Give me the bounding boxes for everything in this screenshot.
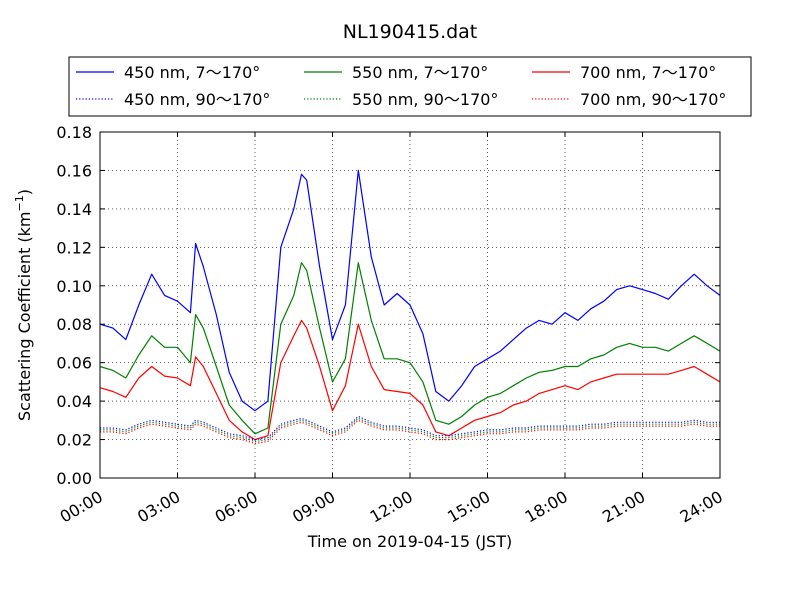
y-tick-label: 0.18: [56, 123, 92, 142]
y-tick-label: 0.08: [56, 315, 92, 334]
legend-label: 550 nm, 90～170°: [352, 90, 498, 109]
y-axis-label-exponent: −1: [13, 195, 26, 211]
series-line-4: [100, 417, 720, 443]
y-axis-label-main: Scattering Coefficient (km: [15, 211, 34, 421]
x-tick-label: 09:00: [289, 487, 338, 527]
y-axis-label: Scattering Coefficient (km−1): [13, 189, 34, 421]
chart-title: NL190415.dat: [343, 21, 478, 43]
x-axis-label: Time on 2019-04-15 (JST): [307, 532, 512, 551]
legend-label: 550 nm, 7～170°: [352, 63, 488, 82]
series-line-2: [99, 319, 721, 441]
y-tick-label: 0.00: [56, 469, 92, 488]
x-tick-label: 12:00: [367, 487, 416, 527]
x-tick-label: 03:00: [134, 487, 183, 527]
series-line-3: [100, 415, 720, 441]
y-tick-label: 0.06: [56, 354, 92, 373]
x-tick-label: 21:00: [599, 487, 648, 527]
y-tick-label: 0.04: [56, 392, 92, 411]
y-tick-label: 0.02: [56, 431, 92, 450]
legend-label: 450 nm, 7～170°: [124, 63, 260, 82]
x-tick-label: 15:00: [444, 487, 493, 527]
series-line-5: [100, 419, 720, 444]
x-tick-label: 06:00: [212, 487, 261, 527]
x-tick-label: 18:00: [522, 487, 571, 527]
legend-label: 450 nm, 90～170°: [124, 90, 270, 109]
series-line-1: [99, 262, 721, 435]
y-axis-label-close: ): [15, 189, 34, 195]
legend-label: 700 nm, 90～170°: [580, 90, 726, 109]
legend-label: 700 nm, 7～170°: [580, 63, 716, 82]
y-tick-label: 0.14: [56, 200, 92, 219]
legend-box: [68, 56, 752, 117]
plot-series: [99, 169, 721, 444]
x-tick-label: 24:00: [677, 487, 726, 527]
x-tick-label: 00:00: [57, 487, 106, 527]
series-line-0: [99, 169, 721, 412]
y-tick-label: 0.12: [56, 238, 92, 257]
axis-ticks: 00:00 03:00 06:00 09:00 12:00 15:00 18:00 21:00…: [56, 123, 726, 527]
y-tick-label: 0.10: [56, 277, 92, 296]
y-tick-label: 0.16: [56, 161, 92, 180]
legend: 450 nm, 7～170° 550 nm, 7～170° 700 nm, 7～17…: [68, 56, 752, 117]
